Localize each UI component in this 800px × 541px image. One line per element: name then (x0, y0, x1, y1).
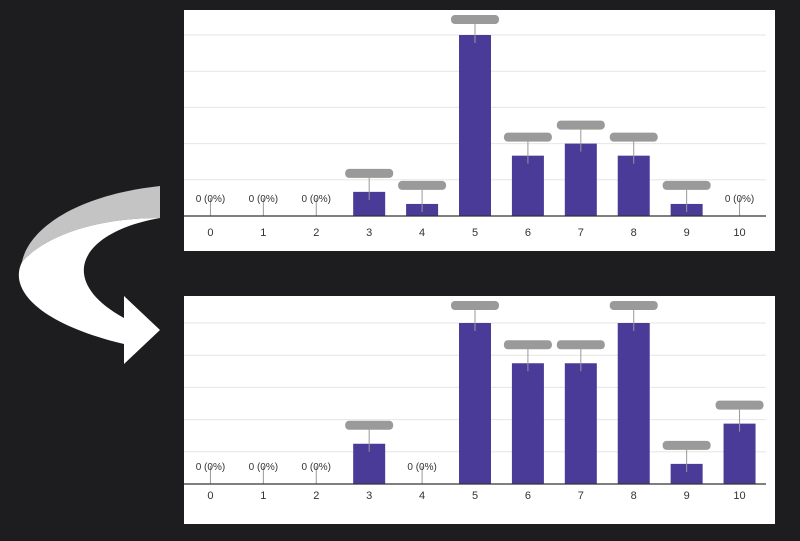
bar-7 (564, 143, 597, 216)
tick-label-0: 0 (207, 490, 213, 502)
tick-label-5: 5 (472, 490, 478, 502)
tick-label-3: 3 (366, 227, 372, 239)
tick-label-10: 10 (733, 227, 745, 239)
arrow-upper-band (22, 186, 160, 262)
arrow-lower-body (18, 218, 160, 364)
data-label-1: 0 (0%) (249, 194, 278, 205)
data-label-2: 0 (0%) (302, 194, 331, 205)
tick-label-1: 1 (260, 227, 266, 239)
redacted-label (345, 168, 394, 178)
bar-chart-top: 0 (0%) 0 0 (0%) 1 0 (0%) 2 3 4 5 6 7 8 9 0 (0%) 10 (184, 15, 766, 239)
bar-6 (511, 363, 544, 484)
tick-label-6: 6 (525, 490, 531, 502)
bar-6 (511, 155, 544, 216)
tick-label-1: 1 (260, 490, 266, 502)
redacted-label (556, 120, 605, 130)
redacted-label (556, 340, 605, 350)
redacted-label (662, 180, 711, 190)
tick-label-4: 4 (419, 227, 425, 239)
data-label-0: 0 (0%) (196, 194, 225, 205)
bar-5 (459, 323, 491, 484)
tick-label-9: 9 (684, 227, 690, 239)
tick-label-10: 10 (733, 490, 745, 502)
tick-label-0: 0 (207, 227, 213, 239)
redacted-label (398, 180, 447, 190)
data-label-10: 0 (0%) (725, 194, 754, 205)
curved-arrow-icon (18, 186, 160, 364)
chart-panel-top: 0 (0%) 0 0 (0%) 1 0 (0%) 2 3 4 5 6 7 8 9 0 (0%) 10 (184, 10, 775, 251)
tick-label-5: 5 (472, 227, 478, 239)
tick-label-8: 8 (631, 227, 637, 239)
bar-chart-bottom: 0 (0%) 0 0 (0%) 1 0 (0%) 2 3 0 (0%) 4 5 6 7 8 9 10 (184, 301, 766, 502)
redacted-label (503, 132, 552, 142)
bar-8 (617, 155, 650, 216)
bar-8 (617, 323, 650, 484)
bar-7 (564, 363, 597, 484)
data-label-4: 0 (0%) (407, 462, 436, 473)
redacted-label (662, 440, 711, 450)
redacted-label (715, 400, 764, 410)
tick-label-7: 7 (578, 490, 584, 502)
data-label-1: 0 (0%) (249, 462, 278, 473)
tick-label-2: 2 (313, 490, 319, 502)
tick-label-3: 3 (366, 490, 372, 502)
redacted-label (503, 340, 552, 350)
tick-label-4: 4 (419, 490, 425, 502)
data-label-2: 0 (0%) (302, 462, 331, 473)
tick-label-7: 7 (578, 227, 584, 239)
bar-9 (670, 463, 703, 484)
tick-label-2: 2 (313, 227, 319, 239)
tick-label-9: 9 (684, 490, 690, 502)
redacted-label (451, 15, 499, 24)
tick-label-6: 6 (525, 227, 531, 239)
bar-5 (459, 35, 491, 216)
chart-panel-bottom: 0 (0%) 0 0 (0%) 1 0 (0%) 2 3 0 (0%) 4 5 6 7 8 9 10 (184, 296, 775, 524)
redacted-label (609, 301, 658, 310)
data-label-0: 0 (0%) (196, 462, 225, 473)
redacted-label (345, 420, 394, 430)
bar-10 (723, 423, 756, 484)
redacted-label (451, 301, 499, 310)
redacted-label (609, 132, 658, 142)
tick-label-8: 8 (631, 490, 637, 502)
